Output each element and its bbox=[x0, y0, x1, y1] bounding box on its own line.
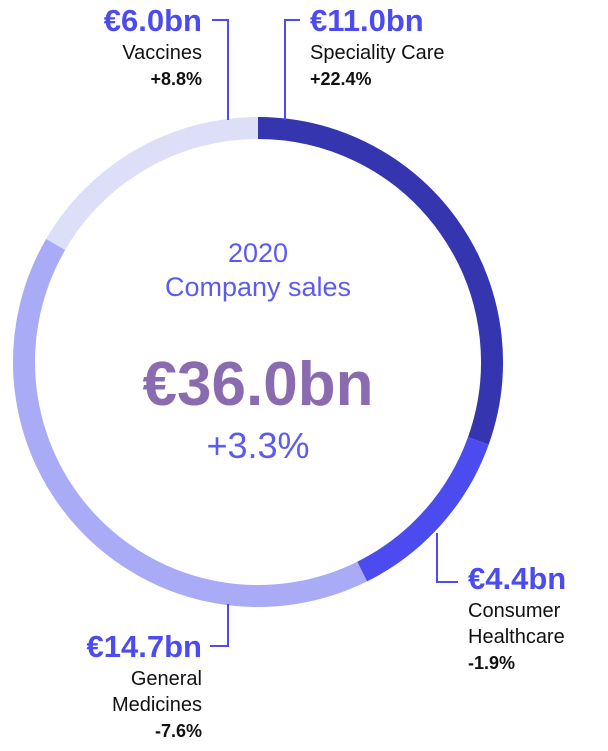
donut-segment bbox=[257, 117, 503, 445]
connector bbox=[436, 533, 458, 583]
center-title: 2020 Company sales bbox=[58, 236, 458, 304]
title-line: Company sales bbox=[164, 272, 352, 302]
change-label: +22.4% bbox=[310, 69, 372, 89]
change-label: -7.6% bbox=[154, 721, 202, 741]
donut-segment bbox=[46, 117, 259, 250]
category-label: Vaccines bbox=[122, 42, 202, 64]
connector bbox=[210, 604, 229, 647]
value-label: €14.7bn bbox=[86, 629, 202, 664]
change-label: -1.9% bbox=[468, 653, 516, 673]
change-label: +8.8% bbox=[150, 69, 202, 89]
value-label: €11.0bn bbox=[310, 3, 424, 38]
title-line: 2020 bbox=[227, 238, 289, 268]
value-label: €4.4bn bbox=[468, 561, 567, 596]
donut-segment bbox=[357, 437, 489, 582]
connector bbox=[212, 19, 229, 120]
category-label: Speciality Care bbox=[310, 42, 445, 64]
segment-label: €6.0bn Vaccines +8.8% bbox=[2, 4, 202, 92]
segment-label: €14.7bn General Medicines -7.6% bbox=[62, 630, 202, 744]
segment-label: €11.0bn Speciality Care +22.4% bbox=[310, 4, 530, 92]
total-change: +3.3% bbox=[206, 425, 310, 466]
category-label: General Medicines bbox=[111, 668, 202, 716]
connector bbox=[284, 19, 300, 120]
donut-segment bbox=[13, 238, 368, 607]
value-label: €6.0bn bbox=[103, 3, 202, 38]
segment-label: €4.4bn Consumer Healthcare -1.9% bbox=[468, 562, 608, 676]
total: €36.0bn bbox=[142, 350, 374, 419]
category-label: Consumer Healthcare bbox=[468, 600, 565, 648]
